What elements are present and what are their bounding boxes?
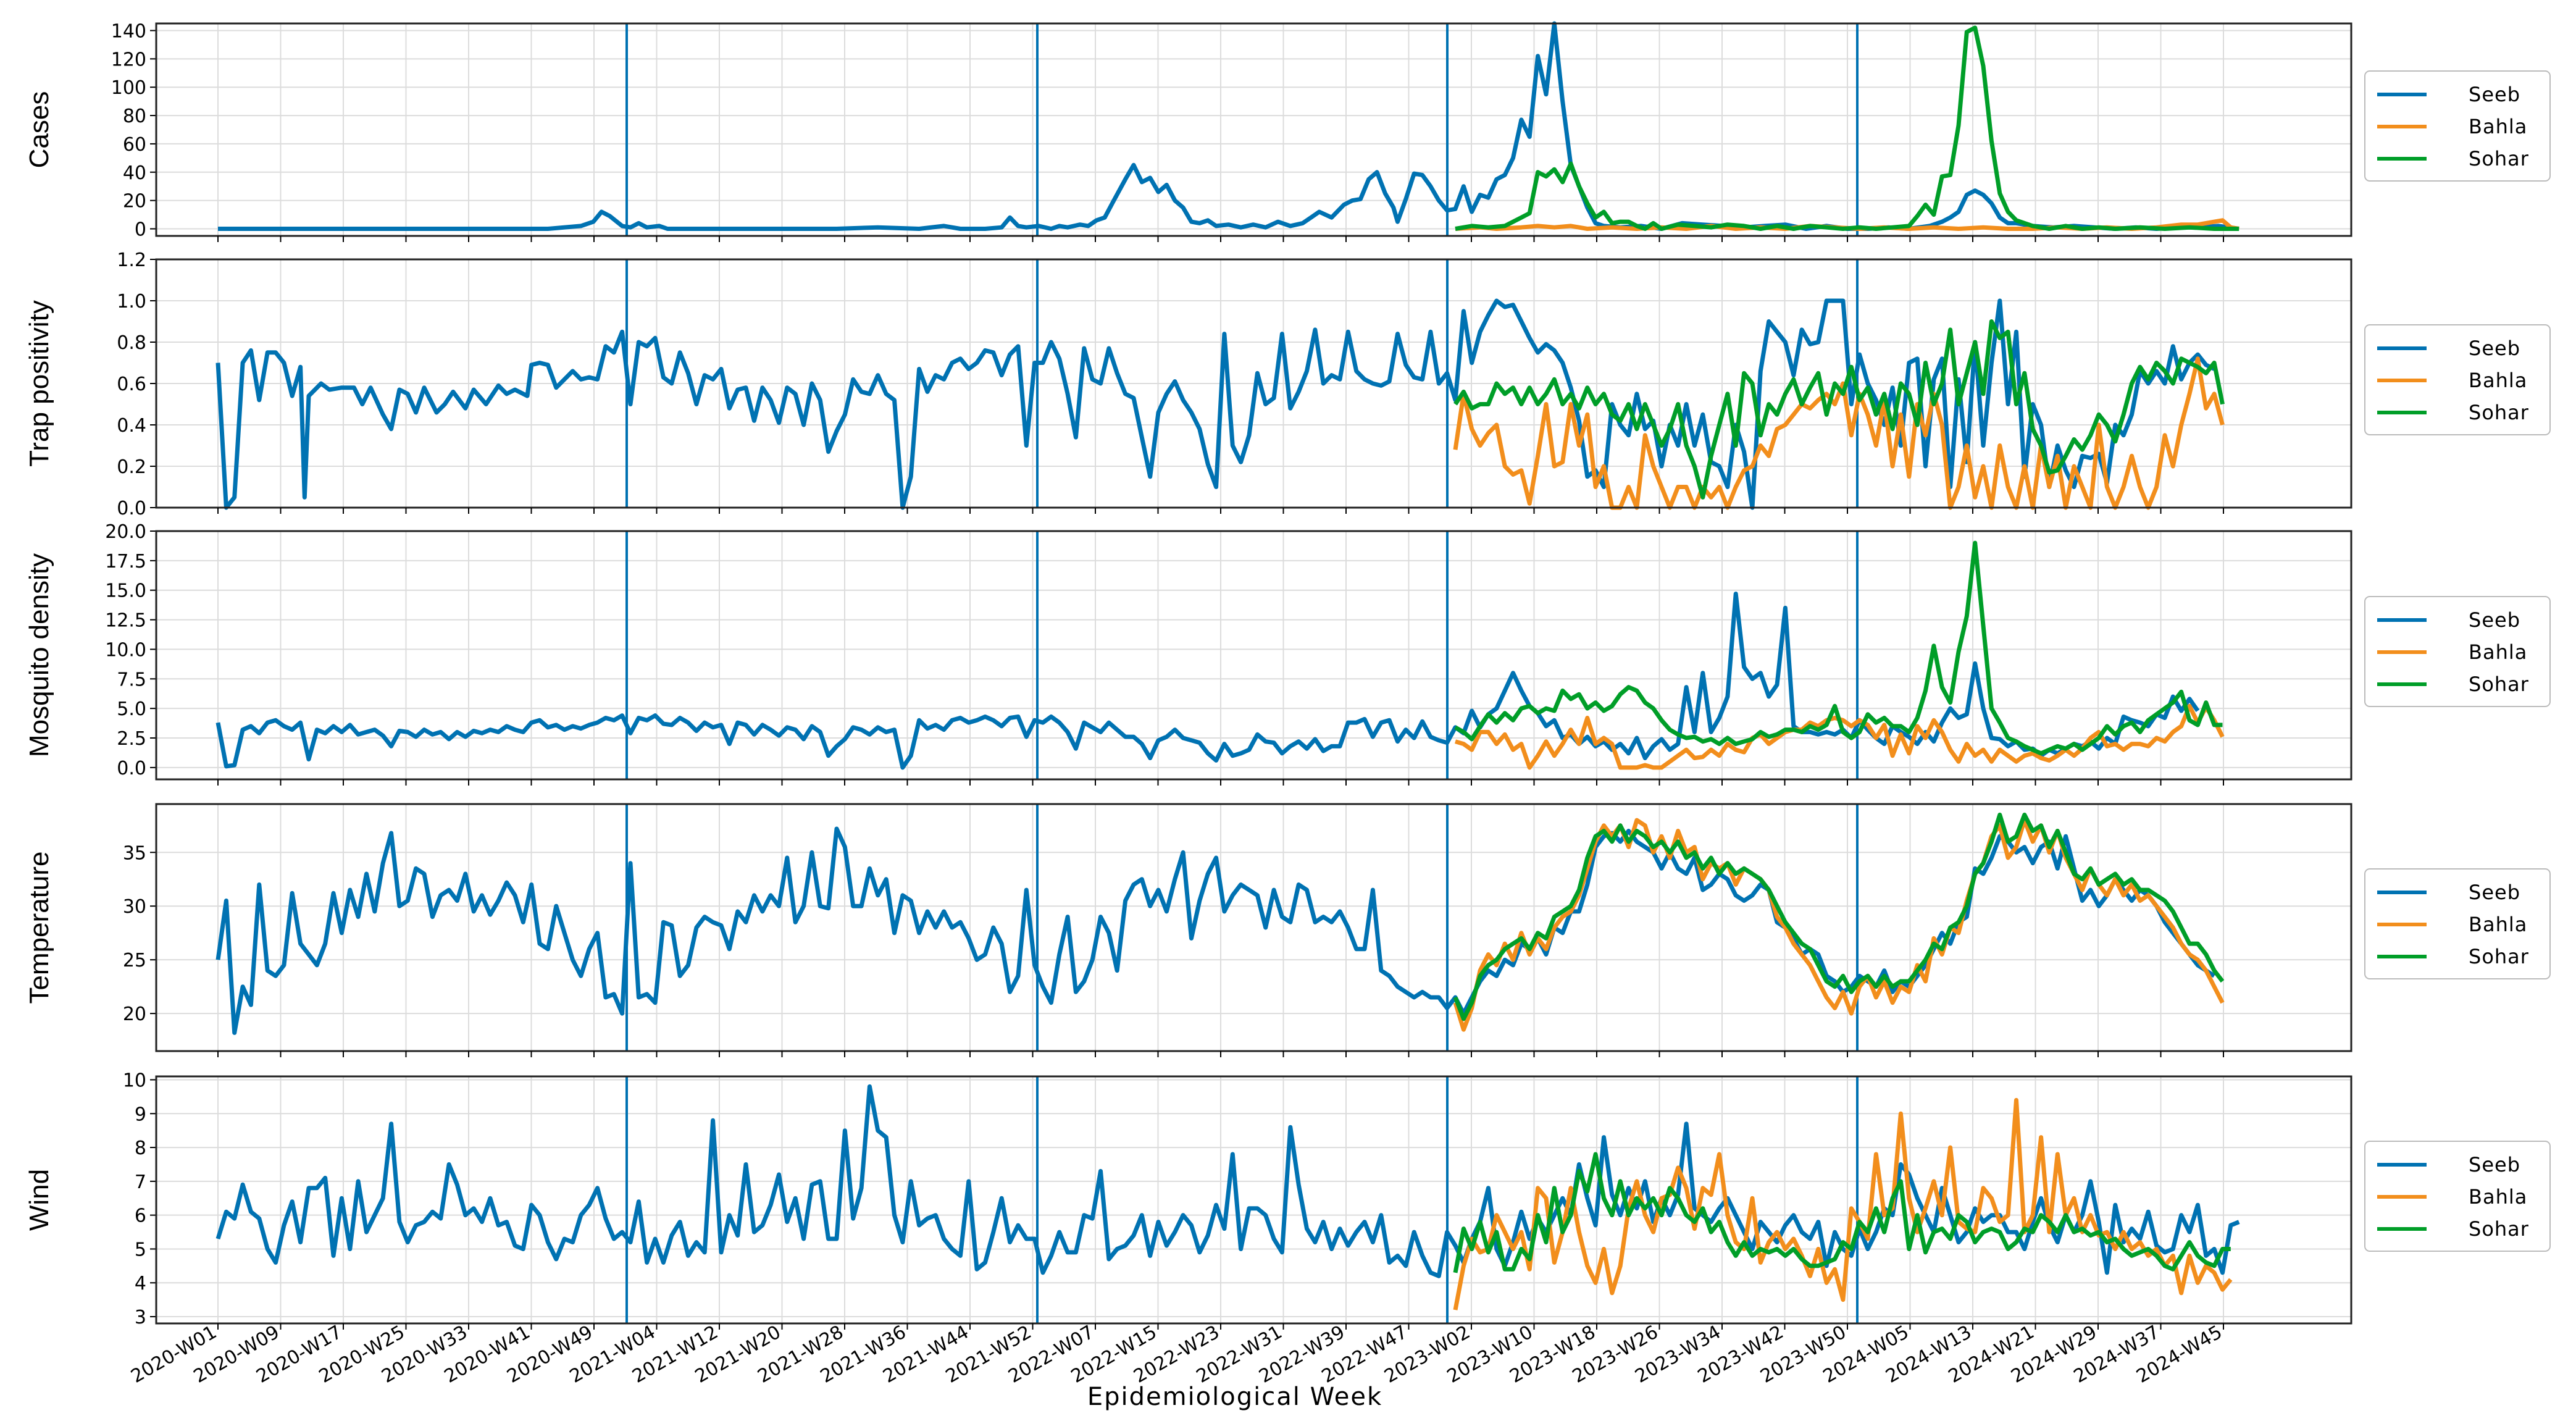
y-tick-label: 4 [135,1273,146,1294]
series-line-sohar [1453,319,2225,500]
y-tick-label: 10.0 [105,639,146,661]
y-tick-label: 10 [123,1070,146,1091]
y-tick-label: 0.0 [117,758,146,779]
series-line-seeb [215,1084,2240,1278]
y-tick-label: 2.5 [117,728,146,750]
legend-label-seeb: Seeb [2469,881,2520,904]
legend-label-bahla: Bahla [2469,369,2527,392]
series-line-seeb [215,826,2216,1035]
y-tick-label: 20.0 [105,521,146,543]
legend-box [2364,868,2551,979]
panel-frame [155,1075,2352,1325]
legend: Seeb Bahla Sohar [2364,324,2551,435]
panel-cases: 0 20 40 60 80 100 120 140 Cases Seeb Bahla Sohar [24,20,2551,241]
legend-label-bahla: Bahla [2469,115,2527,138]
y-tick-label: 35 [123,842,146,864]
panel-frame [155,803,2352,1052]
y-tick-label: 1.2 [117,249,146,271]
y-tick-label: 15.0 [105,581,146,602]
y-tick-label: 12.5 [105,610,146,632]
y-tick-label: 40 [123,162,146,184]
panel-temperature: 20 25 30 35 Temperature Seeb Bahla Sohar [24,803,2551,1052]
series-line-seeb [215,298,2215,510]
legend-label-bahla: Bahla [2469,640,2527,664]
y-tick-label: 25 [123,950,146,971]
panel-wind: 3 4 5 6 7 8 9 10 Wind Seeb Bahla Sohar [24,1070,2551,1328]
legend-label-sohar: Sohar [2469,1217,2529,1241]
y-tick-label: 60 [123,134,146,156]
y-axis-label: Trap positivity [24,300,54,467]
y-tick-label: 5 [135,1239,146,1260]
y-tick-label: 7 [135,1172,146,1193]
panel-mosquito-density: 0.0 2.5 5.0 7.5 10.0 12.5 15.0 17.5 20.0 Mosquito… [24,521,2551,781]
legend: Seeb Bahla Sohar [2364,596,2551,707]
y-axis-label: Wind [24,1169,54,1231]
legend-box [2364,1141,2551,1252]
legend: Seeb Bahla Sohar [2364,70,2551,182]
y-tick-label: 100 [111,77,146,99]
y-tick-label: 0.4 [117,415,146,437]
y-tick-label: 30 [123,896,146,918]
legend-label-seeb: Seeb [2469,83,2520,106]
series-line-sohar [1455,25,2239,231]
legend-label-sohar: Sohar [2469,401,2529,424]
y-tick-label: 120 [111,49,146,70]
legend: Seeb Bahla Sohar [2364,868,2551,979]
series-line-sohar [1454,540,2223,756]
y-tick-label: 7.5 [117,669,146,690]
series-line-bahla [1453,818,2225,1032]
y-axis-label: Temperature [24,851,54,1004]
y-tick-label: 0.0 [117,498,146,519]
y-tick-label: 80 [123,106,146,127]
y-tick-label: 140 [111,20,146,42]
legend-label-seeb: Seeb [2469,1153,2520,1176]
y-tick-label: 0.2 [117,456,146,478]
legend-label-sohar: Sohar [2469,147,2529,170]
legend-box [2364,596,2551,707]
x-axis-label: Epidemiological Week [1087,1383,1382,1411]
legend-label-seeb: Seeb [2469,608,2520,632]
legend-label-seeb: Seeb [2469,337,2520,360]
y-tick-label: 0.8 [117,332,146,354]
legend-label-sohar: Sohar [2469,945,2529,968]
y-tick-label: 6 [135,1205,146,1227]
y-tick-label: 8 [135,1138,146,1159]
y-tick-label: 3 [135,1307,146,1328]
legend: Seeb Bahla Sohar [2364,1141,2551,1252]
y-tick-label: 1.0 [117,291,146,312]
y-axis-label: Mosquito density [24,553,54,757]
legend-label-bahla: Bahla [2469,913,2527,936]
panel-trap-positivity: 0.0 0.2 0.4 0.6 0.8 1.0 1.2 Trap positivity Seeb… [24,249,2551,519]
y-tick-label: 0 [135,219,146,241]
legend-box [2364,324,2551,435]
y-tick-label: 0.6 [117,374,146,395]
y-tick-label: 5.0 [117,698,146,720]
y-tick-label: 20 [123,1004,146,1025]
panel-frame [155,530,2352,781]
series-line-bahla [1453,356,2225,510]
legend-label-bahla: Bahla [2469,1185,2527,1209]
series-line-seeb [215,592,2200,770]
y-tick-label: 20 [123,191,146,212]
series-line-sohar [1453,1152,2231,1273]
y-tick-label: 17.5 [105,551,146,572]
y-tick-label: 9 [135,1104,146,1125]
panel-frame [155,258,2352,509]
y-axis-label: Cases [24,91,54,169]
panel-frame [155,22,2352,237]
legend-label-sohar: Sohar [2469,673,2529,696]
series-line-sohar [1453,812,2225,1021]
legend-box [2364,70,2551,182]
